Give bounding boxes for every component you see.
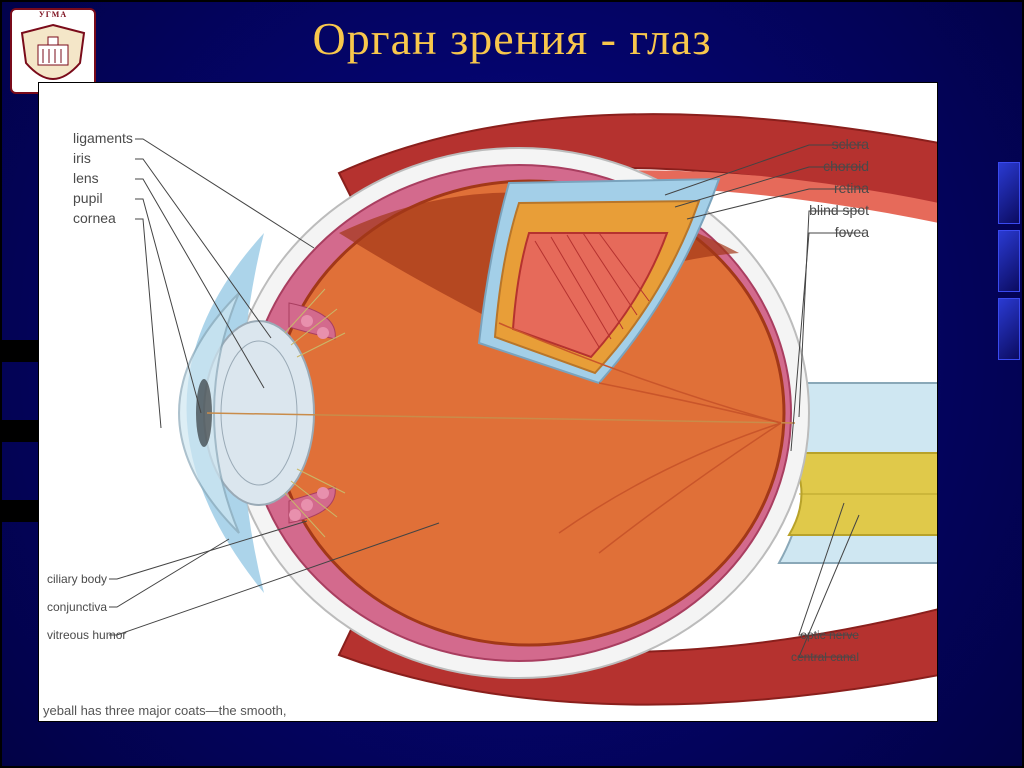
- anatomy-label: fovea: [835, 224, 869, 240]
- bg-stripe: [2, 340, 38, 362]
- anatomy-label: lens: [73, 170, 99, 186]
- anatomy-label: iris: [73, 150, 91, 166]
- slide-title: Орган зрения - глаз: [2, 12, 1022, 65]
- anatomy-label: ligaments: [73, 130, 133, 146]
- accent-block: [998, 298, 1020, 360]
- anatomy-label: conjunctiva: [47, 600, 107, 614]
- eye-diagram-figure: ligaments iris lens pupil cornea ciliary body…: [38, 82, 938, 722]
- leader-line: [109, 539, 229, 607]
- accent-block: [998, 162, 1020, 224]
- slide-stage: УГМА Орган зрения - глаз: [0, 0, 1024, 768]
- anatomy-label: choroid: [823, 158, 869, 174]
- leader-line: [135, 139, 314, 248]
- bg-stripe: [2, 500, 38, 522]
- accent-block: [998, 230, 1020, 292]
- anatomy-label: pupil: [73, 190, 103, 206]
- anatomy-label: central canal: [791, 650, 859, 664]
- anatomy-label: optic nerve: [800, 628, 859, 642]
- anatomy-label: retina: [834, 180, 869, 196]
- anatomy-label: vitreous humor: [47, 628, 126, 642]
- anatomy-label: sclera: [832, 136, 870, 152]
- template-accent: [998, 162, 1020, 366]
- caption-fragment: yeball has three major coats—the smooth,: [43, 703, 287, 718]
- anatomy-label: ciliary body: [47, 572, 107, 586]
- eye-anatomy-svg: ligaments iris lens pupil cornea ciliary body…: [39, 83, 938, 722]
- anatomy-label: blind spot: [809, 202, 869, 218]
- anatomy-label: cornea: [73, 210, 116, 226]
- bg-stripe: [2, 420, 38, 442]
